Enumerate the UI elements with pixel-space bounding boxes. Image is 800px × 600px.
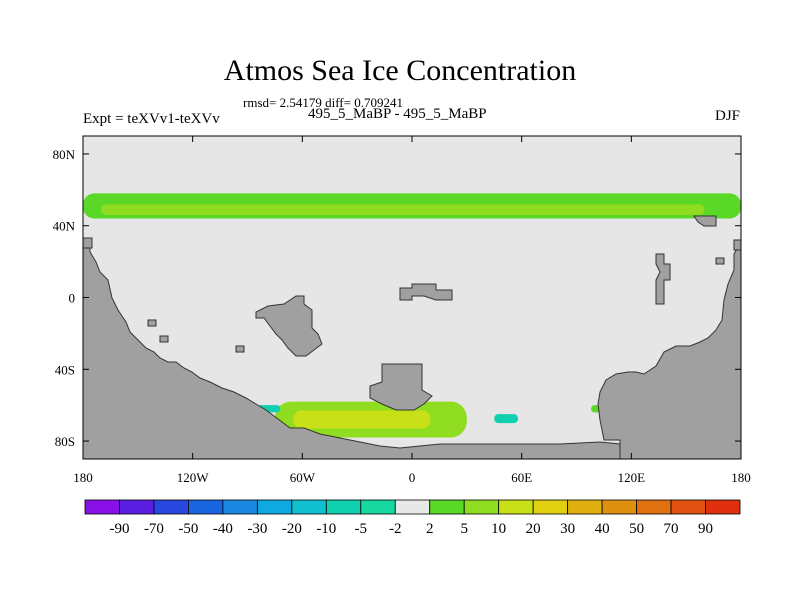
land-mask xyxy=(82,215,742,460)
colorbar-swatch xyxy=(360,499,396,515)
colorbar-swatch xyxy=(463,499,500,515)
colorbar-swatch xyxy=(670,499,706,515)
field-band-north-core xyxy=(101,204,705,215)
field-south-blob-core xyxy=(293,410,431,429)
y-tick-label: 40S xyxy=(55,362,75,377)
land-island-small-b xyxy=(235,345,245,353)
x-axis-ticks: 180 120W 60W 0 60E 120E 180 xyxy=(73,136,751,485)
colorbar-swatch xyxy=(153,499,189,515)
colorbar-label: -2 xyxy=(389,521,402,537)
land-island-ne-edge xyxy=(733,239,742,251)
y-axis-ticks: 80N 40N 0 40S 80S xyxy=(53,147,741,449)
colorbar-swatch xyxy=(532,499,569,515)
colorbar-label: 40 xyxy=(595,521,610,537)
colorbar-swatch xyxy=(256,499,293,515)
colorbar-swatch xyxy=(188,499,224,515)
colorbar-swatch xyxy=(705,499,741,515)
colorbar-label: -70 xyxy=(144,521,164,537)
colorbar-swatch xyxy=(601,499,637,515)
colorbar-swatch xyxy=(498,499,534,515)
colorbar-swatch xyxy=(394,499,431,515)
chart-subtitle: 495_5_MaBP - 495_5_MaBP xyxy=(308,106,487,122)
colorbar-label: -90 xyxy=(109,521,129,537)
colorbar-label: 10 xyxy=(491,521,506,537)
colorbar-label: 2 xyxy=(426,521,434,537)
y-tick-label: 0 xyxy=(69,291,76,306)
colorbar-swatch xyxy=(636,499,672,515)
plot-area xyxy=(82,135,742,460)
colorbar-label: -20 xyxy=(282,521,302,537)
land-equator-island xyxy=(399,283,453,301)
chart-title: Atmos Sea Ice Concentration xyxy=(223,54,577,87)
field-patch-weddell xyxy=(494,414,519,424)
x-tick-label: 60W xyxy=(290,470,316,485)
land-africa xyxy=(255,295,323,357)
colorbar-label: 30 xyxy=(560,521,575,537)
stats-text: rmsd= 2.54179 diff= 0.709241 xyxy=(243,95,403,110)
colorbar-swatch xyxy=(429,499,465,515)
colorbar-label: -10 xyxy=(316,521,336,537)
colorbar-swatch xyxy=(84,499,120,515)
land-island-east xyxy=(655,253,671,305)
colorbar-label: 20 xyxy=(526,521,541,537)
land-central-south xyxy=(369,363,433,411)
x-tick-label: 60E xyxy=(511,470,532,485)
y-tick-label: 80S xyxy=(55,434,75,449)
colorbar-swatch xyxy=(567,499,603,515)
colorbar-swatch xyxy=(222,499,258,515)
colorbar-label: -50 xyxy=(178,521,198,537)
colorbar-label: 50 xyxy=(629,521,644,537)
colorbar-label: 90 xyxy=(698,521,713,537)
x-tick-label: 120W xyxy=(177,470,210,485)
colorbar-label: -40 xyxy=(213,521,233,537)
colorbar-label: -5 xyxy=(355,521,368,537)
season-label: DJF xyxy=(714,108,740,124)
colorbar-swatch xyxy=(119,499,155,515)
x-tick-label: 0 xyxy=(409,470,416,485)
colorbar-swatch xyxy=(291,499,327,515)
x-tick-label: 120E xyxy=(618,470,646,485)
colorbar-swatch xyxy=(325,499,362,515)
land-island-ne xyxy=(693,215,717,227)
colorbar: -90 -70 -50 -40 -30 -20 -10 -5 -2 2 5 10 20 30 40 50 70 9… xyxy=(84,499,741,537)
colorbar-label: 5 xyxy=(460,521,468,537)
y-tick-label: 80N xyxy=(53,147,76,162)
land-east-continent xyxy=(597,240,742,460)
colorbar-label: -30 xyxy=(247,521,267,537)
x-tick-label: 180 xyxy=(73,470,93,485)
y-tick-label: 40N xyxy=(53,219,76,234)
land-island-east-small xyxy=(715,257,725,265)
land-island-left xyxy=(82,237,93,249)
land-island-small-a xyxy=(147,319,157,327)
experiment-label: Expt = teXVv1-teXVv xyxy=(83,111,220,127)
concentration-fields xyxy=(83,193,741,438)
x-tick-label: 180 xyxy=(731,470,751,485)
colorbar-label: 70 xyxy=(664,521,679,537)
land-island-small-c xyxy=(159,335,169,343)
land-south-america xyxy=(82,241,621,460)
